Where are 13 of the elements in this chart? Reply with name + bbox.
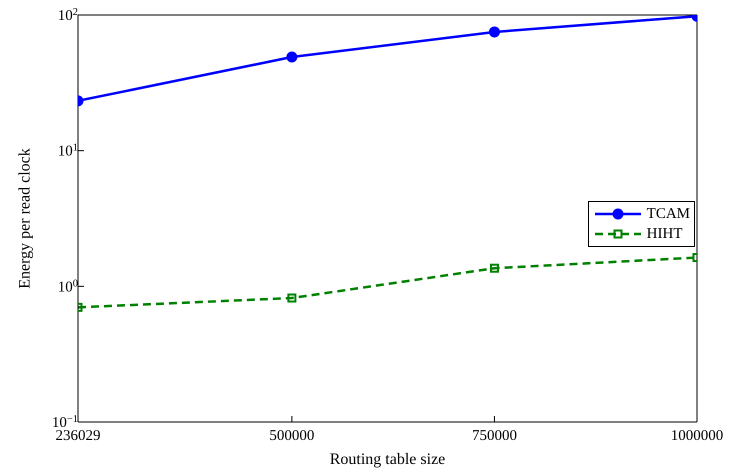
y-tick-label: 10$^{0}$ — [58, 278, 78, 296]
x-tick-label: 236029 — [56, 428, 100, 444]
y-axis-title: Energy per read clock — [16, 148, 34, 289]
point — [488, 26, 500, 38]
y-tick-label: 10$^{1}$ — [58, 142, 78, 160]
legend-label: HIHT — [646, 226, 682, 242]
x-tick-label: 750000 — [472, 428, 517, 444]
y-tick-label: 10$^{−1}$ — [52, 414, 78, 431]
x-axis-title: Routing table size — [330, 451, 446, 468]
legend-label: TCAM — [646, 206, 690, 222]
x-tick-label: 1000000 — [670, 428, 724, 444]
x-tick-label: 500000 — [269, 428, 314, 444]
point — [286, 52, 298, 63]
